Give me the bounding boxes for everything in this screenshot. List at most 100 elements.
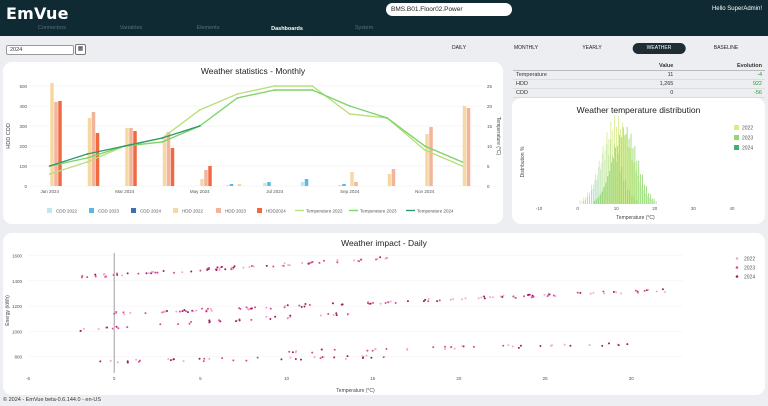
scatter-point	[385, 347, 388, 350]
scatter-point	[135, 358, 138, 361]
nav-system[interactable]: System	[354, 25, 374, 31]
scatter-point	[221, 357, 224, 360]
period-baseline[interactable]: BASELINE	[713, 45, 739, 51]
dist-bar	[593, 200, 595, 204]
scatter-point	[190, 270, 193, 273]
legend-label: CDD 2022	[56, 209, 78, 214]
scatter-point	[289, 316, 292, 319]
y-tick-label: 100	[19, 164, 27, 169]
scatter-point	[218, 267, 221, 270]
path-selector[interactable]: BMS.B01.Floor02.Power	[386, 3, 512, 16]
scatter-point	[159, 323, 162, 326]
line-point	[423, 145, 426, 147]
dist-bar	[629, 148, 631, 204]
date-input[interactable]: 2024	[6, 45, 74, 55]
period-yearly[interactable]: YEARLY	[582, 45, 602, 51]
dist-bar	[616, 126, 617, 204]
stats-col-name	[513, 62, 619, 71]
scatter-point	[322, 259, 325, 262]
scatter-point	[336, 261, 339, 264]
legend-swatch	[257, 208, 262, 213]
user-greeting[interactable]: Hello SuperAdmin!	[711, 6, 762, 12]
dist-bar	[655, 201, 657, 204]
scatter-point	[272, 265, 275, 268]
dist-bar	[612, 130, 614, 204]
dist-bar	[634, 146, 636, 204]
dist-bar	[621, 122, 623, 204]
stats-cell: CDD	[513, 88, 619, 98]
impact-chart: 800 1000 1200 1400 1600 -5 0 5 10 15 20 25 30 Tempera…	[5, 253, 755, 394]
scatter-point	[238, 307, 241, 310]
scatter-point	[366, 349, 369, 352]
dist-bar	[606, 132, 608, 204]
scatter-point	[360, 258, 363, 261]
scatter-point	[333, 348, 336, 351]
bar-cdd2023	[342, 184, 346, 186]
x-tick-label: Nov 2024	[415, 189, 435, 194]
dist-bar	[613, 157, 615, 204]
nav-connectors[interactable]: Connectors	[37, 25, 67, 31]
bar-hdd2023	[204, 170, 208, 186]
legend-swatch	[734, 135, 739, 140]
line-point	[461, 161, 464, 163]
scatter-point	[79, 329, 82, 332]
y2-tick-label: 15	[487, 124, 493, 129]
legend-label: 2023	[742, 136, 753, 142]
scatter-point	[190, 320, 193, 323]
scatter-point	[265, 315, 268, 318]
scatter-point	[208, 357, 211, 360]
scatter-point	[156, 271, 159, 274]
x-tick-label: 40	[729, 206, 735, 211]
scatter-point	[319, 314, 322, 317]
y-tick-label: 800	[14, 355, 22, 360]
scatter-point	[507, 344, 510, 347]
x-tick-label: Sep 2024	[340, 189, 360, 194]
dist-bar	[627, 146, 629, 204]
dist-bar	[652, 200, 654, 204]
scatter-point	[603, 292, 606, 295]
scatter-point	[113, 312, 116, 315]
scatter-point	[347, 312, 350, 315]
bar-hdd2023	[429, 127, 433, 186]
bar-cdd2023	[304, 179, 309, 186]
period-weather[interactable]: WEATHER	[632, 43, 686, 54]
app-logo[interactable]: EmVue	[6, 4, 69, 23]
bar-cdd2022	[300, 182, 305, 186]
scatter-point	[162, 270, 165, 273]
calendar-icon[interactable]: ▦	[75, 44, 86, 55]
scatter-point	[287, 316, 290, 319]
stats-col-evolution: Evolution	[676, 62, 765, 71]
legend-swatch	[734, 145, 739, 150]
scatter-point	[300, 305, 303, 308]
nav-dashboards[interactable]: Dashboards	[253, 22, 321, 36]
scatter-point	[97, 328, 100, 331]
bar-hdd2022	[87, 118, 92, 186]
x-tick-label: Mar 2024	[115, 189, 135, 194]
nav-variables[interactable]: Variables	[119, 25, 143, 31]
bar-cdd2022	[338, 185, 342, 186]
dist-bar	[645, 193, 646, 204]
dist-bar	[651, 198, 653, 204]
scatter-point	[527, 293, 530, 296]
scatter-point	[295, 350, 298, 353]
scatter-point	[147, 272, 150, 275]
scatter-point	[551, 344, 554, 347]
scatter-point	[216, 266, 219, 269]
scatter-point	[137, 360, 140, 363]
scatter-point	[186, 311, 189, 314]
dist-bar	[641, 185, 643, 204]
scatter-point	[218, 319, 221, 322]
scatter-point	[361, 357, 364, 360]
scatter-point	[220, 265, 223, 268]
scatter-point	[370, 356, 373, 359]
x-tick-label: 10	[614, 206, 620, 211]
scatter-point	[543, 293, 546, 296]
period-daily[interactable]: DAILY	[451, 45, 467, 51]
scatter-point	[224, 268, 227, 271]
scatter-point	[144, 312, 147, 315]
bar-hdd2023	[91, 112, 96, 186]
scatter-point	[248, 266, 251, 269]
stats-row: CDD 0 -56	[513, 88, 765, 98]
nav-elements[interactable]: Elements	[196, 25, 220, 31]
period-monthly[interactable]: MONTHLY	[513, 45, 539, 51]
